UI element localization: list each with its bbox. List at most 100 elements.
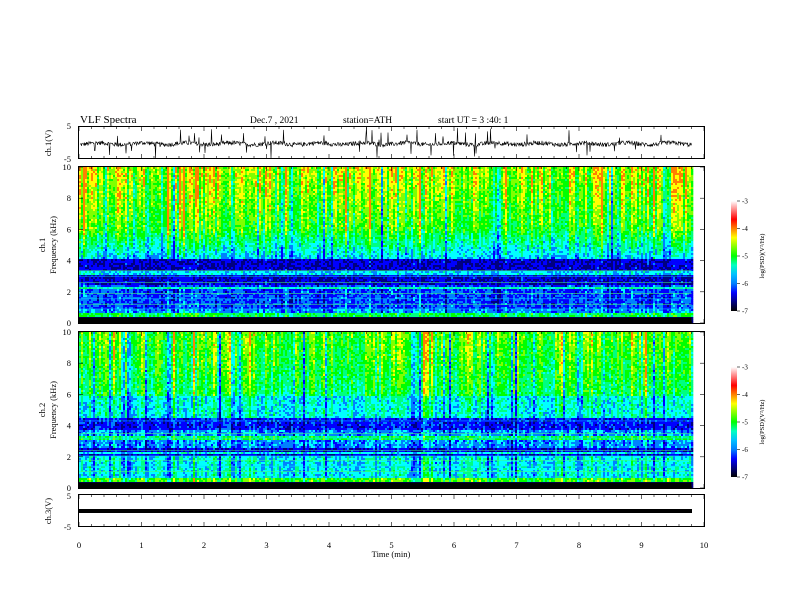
spectrogram-cell — [347, 179, 350, 182]
spectrogram-cell — [393, 189, 396, 192]
spectrogram-cell — [443, 189, 446, 192]
spectrogram-cell — [231, 187, 234, 190]
spectrogram-cell — [115, 171, 118, 174]
spectrogram-cell — [429, 175, 432, 178]
spectrogram-cell — [287, 187, 290, 190]
spectrogram-cell — [669, 169, 672, 172]
spectrogram-cell — [665, 187, 668, 190]
spectrogram-cell — [275, 173, 278, 176]
spectrogram-cell — [353, 183, 356, 186]
spectrogram-cell — [191, 179, 194, 182]
spectrogram-cell — [227, 167, 230, 170]
spectrogram-cell — [239, 175, 242, 178]
spectrogram-cell — [607, 183, 610, 186]
spectrogram-cell — [633, 193, 636, 196]
spectrogram-cell — [631, 183, 634, 186]
spectrogram-cell — [627, 185, 630, 188]
spectrogram-cell — [95, 187, 98, 190]
spectrogram-cell — [353, 177, 356, 180]
spectrogram-cell — [607, 169, 610, 172]
spectrogram-cell — [537, 197, 540, 200]
spectrogram-cell — [369, 193, 372, 196]
spectrogram-cell — [295, 173, 298, 176]
spectrogram-cell — [327, 175, 330, 178]
spectrogram-cell — [381, 195, 384, 198]
spectrogram-cell — [565, 195, 568, 198]
spectrogram-cell — [81, 173, 84, 176]
spectrogram-cell — [105, 195, 108, 198]
spectrogram-cell — [401, 181, 404, 184]
spectrogram-cell — [417, 171, 420, 174]
spectrogram-cell — [541, 167, 544, 170]
spectrogram-cell — [385, 181, 388, 184]
spectrogram-cell — [681, 177, 684, 180]
spectrogram-cell — [493, 169, 496, 172]
spectrogram-cell — [601, 175, 604, 178]
spectrogram-cell — [391, 197, 394, 200]
spectrogram-cell — [367, 173, 370, 176]
spectrogram-cell — [143, 197, 146, 200]
spectrogram-cell — [589, 191, 592, 194]
spectrogram-cell — [515, 167, 518, 170]
spectrogram-cell — [159, 179, 162, 182]
spectrogram-cell — [185, 195, 188, 198]
spectrogram-cell — [517, 167, 520, 170]
spectrogram-cell — [575, 175, 578, 178]
spectrogram-cell — [511, 173, 514, 176]
spectrogram-cell — [685, 187, 688, 190]
spectrogram-cell — [319, 185, 322, 188]
spectrogram-cell — [603, 173, 606, 176]
spectrogram-cell — [271, 179, 274, 182]
spectrogram-cell — [119, 197, 122, 200]
spectrogram-cell — [257, 187, 260, 190]
spectrogram-cell — [599, 189, 602, 192]
spectrogram-cell — [561, 189, 564, 192]
spectrogram-cell — [569, 179, 572, 182]
spectrogram-cell — [539, 179, 542, 182]
spectrogram-cell — [361, 197, 364, 200]
spectrogram-cell — [569, 177, 572, 180]
spectrogram-cell — [401, 171, 404, 174]
spectrogram-cell — [125, 193, 128, 196]
spectrogram-cell — [607, 177, 610, 180]
spectrogram-cell — [139, 185, 142, 188]
spectrogram-cell — [449, 189, 452, 192]
spectrogram-cell — [97, 189, 100, 192]
spectrogram-cell — [539, 187, 542, 190]
spectrogram-cell — [219, 181, 222, 184]
spectrogram-cell — [605, 183, 608, 186]
spectrogram-cell — [147, 185, 150, 188]
spectrogram-cell — [285, 181, 288, 184]
spectrogram-cell — [171, 193, 174, 196]
spectrogram-cell — [395, 173, 398, 176]
spectrogram-cell — [457, 185, 460, 188]
spectrogram-cell — [327, 195, 330, 198]
spectrogram-cell — [515, 187, 518, 190]
spectrogram-cell — [603, 177, 606, 180]
spectrogram-cell — [661, 171, 664, 174]
spectrogram-cell — [157, 177, 160, 180]
spectrogram-cell — [665, 193, 668, 196]
spectrogram-cell — [641, 191, 644, 194]
spectrogram-cell — [431, 173, 434, 176]
spectrogram-cell — [359, 167, 362, 170]
spectrogram-cell — [147, 175, 150, 178]
spectrogram-cell — [337, 195, 340, 198]
spectrogram-cell — [549, 177, 552, 180]
spectrogram-cell — [165, 181, 168, 184]
spectrogram-cell — [343, 185, 346, 188]
spectrogram-cell — [103, 183, 106, 186]
spectrogram-cell — [479, 183, 482, 186]
spectrogram-cell — [449, 169, 452, 172]
spectrogram-cell — [367, 171, 370, 174]
spectrogram-cell — [111, 169, 114, 172]
spectrogram-cell — [193, 193, 196, 196]
spectrogram-cell — [495, 195, 498, 198]
spectrogram-cell — [275, 175, 278, 178]
spectrogram-cell — [385, 169, 388, 172]
spectrogram-cell — [251, 193, 254, 196]
spectrogram-cell — [151, 187, 154, 190]
spectrogram-cell — [563, 169, 566, 172]
spectrogram-cell — [207, 171, 210, 174]
spectrogram-cell — [395, 175, 398, 178]
